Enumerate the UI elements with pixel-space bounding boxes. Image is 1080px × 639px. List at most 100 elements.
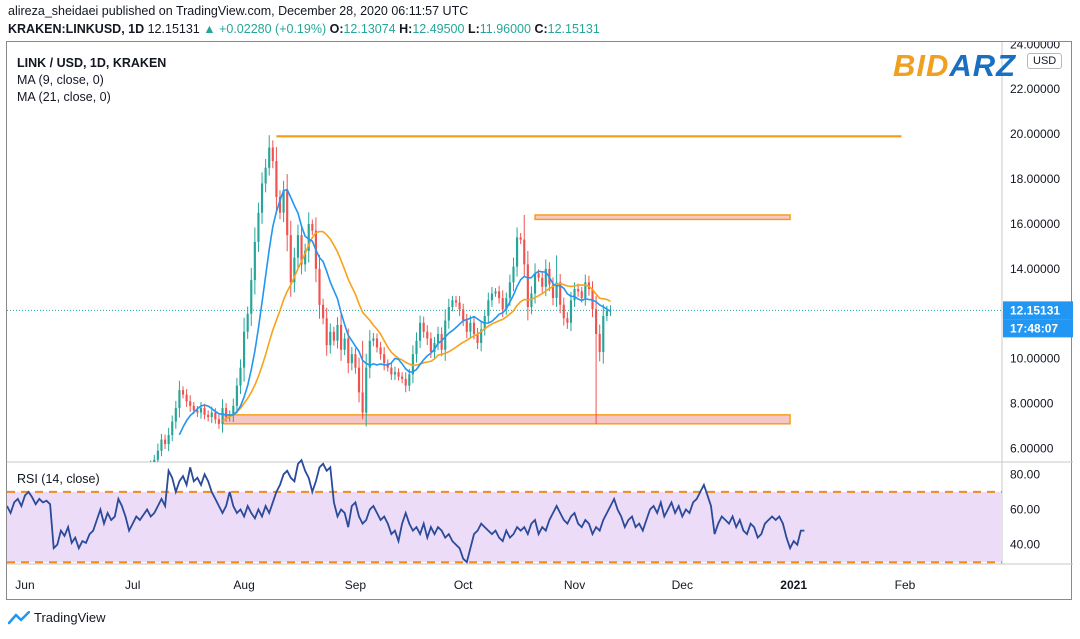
rsi-tick-label: 40.00 xyxy=(1010,538,1040,552)
candle-body xyxy=(566,318,569,323)
candle-body xyxy=(167,435,170,445)
candle-body xyxy=(480,329,483,343)
candle-body xyxy=(253,241,256,281)
price-tick-label: 20.00000 xyxy=(1010,127,1060,141)
candle-body xyxy=(239,367,242,386)
candle-body xyxy=(304,250,307,265)
candle-body xyxy=(397,372,400,377)
candle-body xyxy=(153,459,156,462)
candle-body xyxy=(210,412,213,418)
candle-body xyxy=(411,354,414,375)
candle-body xyxy=(257,212,260,242)
candle-body xyxy=(569,300,573,323)
candle-body xyxy=(415,340,418,355)
candle-body xyxy=(368,340,371,368)
candle-body xyxy=(605,310,608,317)
candle-body xyxy=(444,320,447,350)
candle-body xyxy=(469,322,472,332)
time-tick-label: Dec xyxy=(672,578,693,592)
rsi-line xyxy=(7,458,805,564)
price-tick-label: 6.00000 xyxy=(1010,442,1054,456)
candle-body xyxy=(347,338,350,364)
price-tick-label: 8.00000 xyxy=(1010,397,1054,411)
candle-body xyxy=(447,307,450,321)
candle-body xyxy=(171,421,174,436)
candle-body xyxy=(490,293,494,301)
candle-body xyxy=(433,342,436,352)
candle-body xyxy=(422,322,425,332)
candle-body xyxy=(562,304,565,319)
candle-body xyxy=(156,450,159,460)
candle-body xyxy=(178,390,181,409)
candle-body xyxy=(307,223,310,251)
rsi-legend: RSI (14, close) xyxy=(17,472,100,486)
candle-body xyxy=(372,338,375,341)
chart-frame[interactable]: 6.00000 8.00000 10.00000 14.00000 16.00000 18… xyxy=(6,41,1073,601)
candle-body xyxy=(343,338,346,350)
candle-body xyxy=(505,298,508,310)
symbol-name: KRAKEN:LINKUSD, 1D xyxy=(8,22,145,36)
candle-body xyxy=(300,235,303,265)
last-price: 12.15131 xyxy=(147,22,200,36)
candle-body xyxy=(268,147,271,168)
candle-body xyxy=(293,257,296,283)
high-label: H: xyxy=(399,22,413,36)
candle-body xyxy=(221,408,224,424)
candle-body xyxy=(598,333,601,352)
candle-body xyxy=(419,322,422,341)
chart-canvas[interactable]: 6.00000 8.00000 10.00000 14.00000 16.00000 18… xyxy=(7,42,1073,601)
publish-info: alireza_sheidaei published on TradingVie… xyxy=(8,4,469,18)
candle-body xyxy=(181,390,185,395)
ma21-legend: MA (21, close, 0) xyxy=(17,90,111,104)
candle-body xyxy=(232,405,235,415)
candle-body xyxy=(192,405,195,411)
candle-body xyxy=(332,331,335,341)
last-price-tag xyxy=(1003,301,1073,320)
candle-body xyxy=(365,367,368,413)
candle-body xyxy=(311,223,314,231)
candle-body xyxy=(225,408,228,418)
candle-body xyxy=(465,320,468,332)
candle-body xyxy=(515,237,519,267)
candle-body xyxy=(339,324,343,350)
open-label: O: xyxy=(329,22,344,36)
candle-body xyxy=(530,293,533,308)
candle-body xyxy=(214,412,217,420)
candle-body xyxy=(207,414,210,418)
candle-body xyxy=(185,394,188,402)
rsi-band xyxy=(7,491,1002,563)
currency-button[interactable]: USD xyxy=(1027,53,1063,69)
low-value: 11.96000 xyxy=(479,22,531,36)
candle-body xyxy=(408,374,411,386)
candle-body xyxy=(393,372,397,375)
open-value: 12.13074 xyxy=(343,22,396,36)
candle-body xyxy=(336,324,339,341)
rsi-tick-label: 80.00 xyxy=(1010,467,1040,481)
ma9-legend: MA (9, close, 0) xyxy=(17,73,104,87)
candle-body xyxy=(235,385,238,406)
brand-part-1: BID xyxy=(893,48,950,83)
candle-body xyxy=(526,264,529,308)
candle-body xyxy=(329,331,332,346)
candle-body xyxy=(541,277,544,287)
candle-body xyxy=(357,367,361,393)
candle-body xyxy=(501,298,504,310)
candle-body xyxy=(580,291,583,299)
last-price-tag-label: 12.15131 xyxy=(1010,303,1060,317)
candle-body xyxy=(537,273,540,278)
candle-body xyxy=(544,268,547,287)
candle-body xyxy=(523,239,526,265)
candle-body xyxy=(278,196,282,213)
price-change: ▲ +0.02280 (+0.19%) xyxy=(203,22,327,36)
time-tick-label: Nov xyxy=(564,578,585,592)
candle-body xyxy=(174,408,177,422)
candle-body xyxy=(533,273,537,294)
tradingview-footer[interactable]: TradingView xyxy=(8,610,106,625)
candle-body xyxy=(325,318,328,346)
time-tick-label: Aug xyxy=(233,578,254,592)
time-tick-label: Feb xyxy=(895,578,916,592)
candle-body xyxy=(390,367,393,375)
candle-body xyxy=(282,190,285,213)
chart-title: LINK / USD, 1D, KRAKEN xyxy=(17,56,167,70)
brand-logo: BIDARZ xyxy=(893,48,1016,84)
